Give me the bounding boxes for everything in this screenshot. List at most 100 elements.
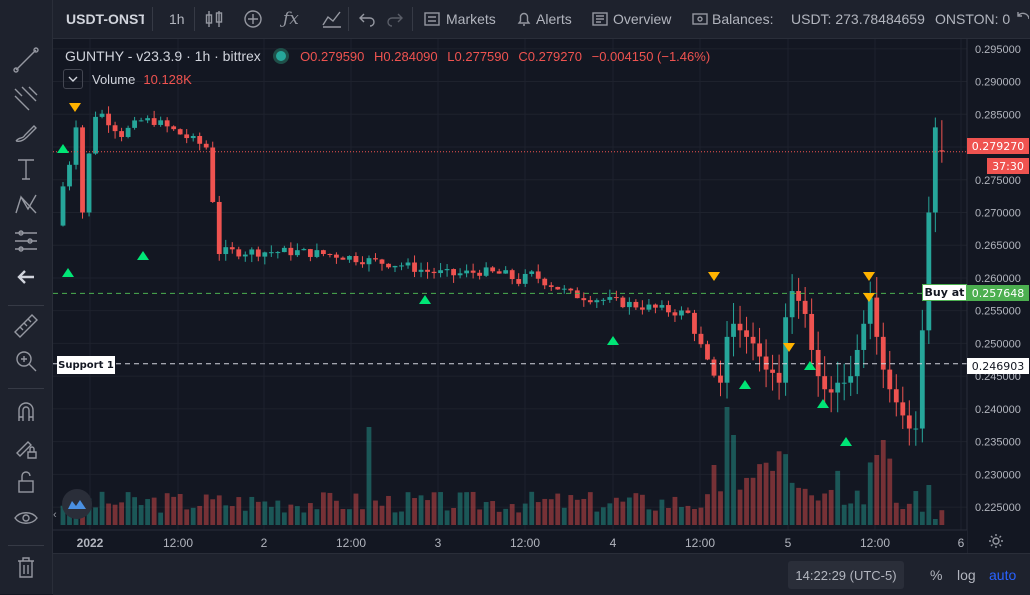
volume-bar [255,501,261,525]
alerts-button[interactable]: Alerts [516,0,572,38]
overview-button[interactable]: Overview [592,0,671,38]
volume-bar [470,491,476,525]
undo-icon[interactable] [358,0,376,38]
redo-icon[interactable] [386,0,404,38]
candle-body [737,323,743,331]
candle-body [268,252,274,254]
fx-icon[interactable]: ƒx [283,9,299,29]
volume-bar [555,493,561,525]
chart-area[interactable]: 0.2950000.2900000.2850000.2800000.275000… [53,39,1030,553]
buy-marker [804,361,816,370]
volume-bar [451,507,456,525]
candle-body [73,127,79,165]
volume-bar [653,510,658,525]
candle-body [203,143,209,148]
price-chart[interactable]: 0.2950000.2900000.2850000.2800000.275000… [53,39,1030,553]
back-arrow-icon[interactable] [12,263,40,291]
candle-body [399,265,404,267]
refresh-icon[interactable] [1015,0,1029,38]
candle-body [477,272,483,276]
price-tick-label: 0.230000 [975,469,1021,481]
volume-bar [490,501,496,525]
time-axis-bg [53,530,967,553]
volume-bar [854,490,860,525]
candle-body [516,279,522,284]
candle-body [294,250,300,256]
collapse-left-icon[interactable]: ‹ [53,509,57,521]
volume-bar [223,505,229,525]
prediction-icon[interactable] [12,227,40,255]
volume-bar [796,487,802,525]
interval-button[interactable]: 1h [169,11,185,27]
volume-bar [171,496,177,525]
collapse-chevron-icon[interactable] [63,69,83,89]
balances-button[interactable]: Balances: [692,0,773,38]
volume-bar [900,509,906,525]
candle-body [639,307,645,310]
candle-body [854,349,860,377]
eye-icon[interactable] [12,504,40,532]
volume-bar [874,455,880,525]
compare-icon[interactable] [321,0,343,38]
candle-body [334,254,339,258]
candle-body [932,127,938,213]
volume-bar [939,510,945,525]
volume-bar [679,506,684,525]
ruler-icon[interactable] [12,312,40,340]
fib-icon[interactable] [12,83,40,111]
candle-body [522,273,528,284]
sell-marker [863,293,875,302]
buy-line-label: Buy at [922,284,967,301]
volume-bar [288,504,294,525]
buy-marker [62,268,74,277]
sell-marker [783,343,795,352]
volume-bar [626,497,632,525]
overview-label: Overview [613,11,672,27]
unlock-icon[interactable] [12,468,40,496]
candle-body [405,262,411,266]
candle-body [425,269,430,272]
volume-bar [203,494,209,525]
settings-gear-icon[interactable] [988,533,1004,549]
trendline-icon[interactable] [12,46,40,74]
percent-toggle[interactable]: % [930,566,943,583]
countdown-label: 37:30 [987,158,1029,174]
candle-body [594,300,600,303]
candle-body [555,286,561,290]
symbol-search[interactable]: USDT-ONSTO [66,11,144,27]
price-tick-label: 0.275000 [975,175,1021,187]
volume-bar [535,502,541,525]
volume-bar [321,492,326,525]
volume-bar [841,504,847,525]
magnet-icon[interactable] [12,397,40,425]
volume-bar [347,509,352,525]
clock-display[interactable]: 14:22:29 (UTC-5) [788,561,904,589]
candle-body [893,389,899,403]
volume-bar [99,491,105,525]
legend-row: GUNTHY - v23.3.9 · 1h · bittrex O0.27959… [65,48,710,64]
auto-toggle[interactable]: auto [989,566,1017,583]
candle-body [125,127,131,137]
volume-bar [216,495,222,525]
add-indicator-icon[interactable] [243,0,263,38]
candles-icon[interactable] [205,0,223,38]
volume-bar [711,465,717,525]
lock-drawing-icon[interactable] [12,433,40,461]
volume-bar [685,505,691,525]
buy-marker [607,336,619,345]
volume-bar [750,477,756,525]
time-tick-label: 4 [610,536,617,550]
brush-icon[interactable] [12,118,40,146]
zoom-icon[interactable] [12,347,40,375]
volume-bar [731,435,736,525]
candle-body [249,249,255,255]
volume-bar [366,427,372,525]
pattern-icon[interactable] [12,191,40,219]
candle-body [822,376,828,390]
trash-icon[interactable] [12,553,40,581]
markets-button[interactable]: Markets [424,0,496,38]
volume-bar [600,507,606,525]
text-icon[interactable] [12,155,40,183]
support-price-label: 0.246903 [967,358,1029,374]
log-toggle[interactable]: log [957,566,976,583]
